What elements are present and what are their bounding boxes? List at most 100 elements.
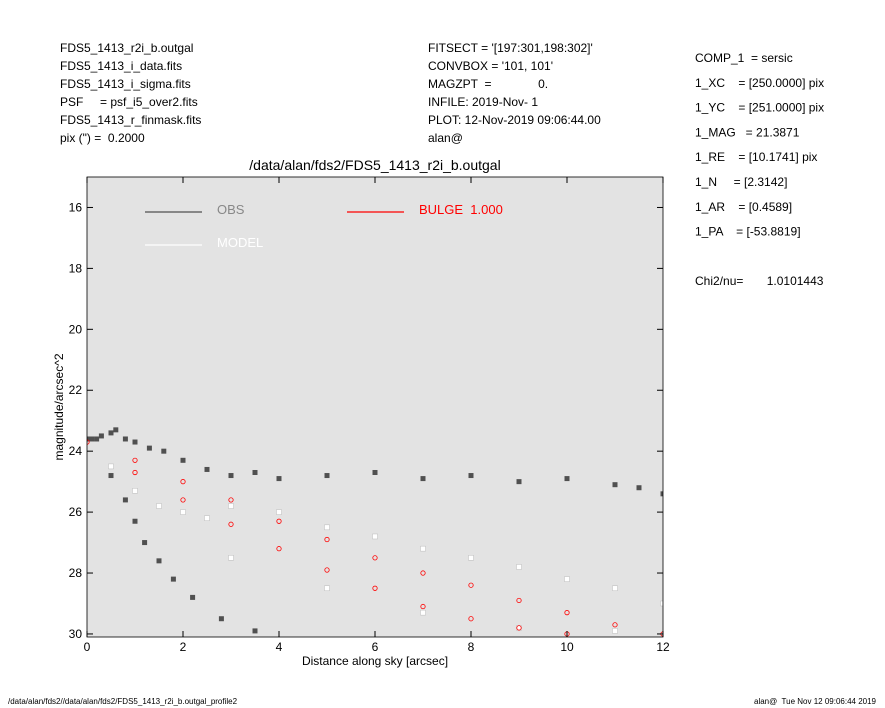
data-point xyxy=(228,473,234,479)
x-tick-label: 0 xyxy=(84,640,91,654)
data-point xyxy=(228,555,234,561)
y-tick-label: 16 xyxy=(69,200,83,214)
y-tick-label: 24 xyxy=(69,444,83,458)
data-point xyxy=(94,436,100,442)
data-point xyxy=(108,430,114,436)
data-point xyxy=(468,616,474,622)
data-point xyxy=(122,497,128,503)
data-point xyxy=(228,521,234,527)
y-tick-label: 18 xyxy=(69,261,83,275)
data-point xyxy=(516,564,522,570)
chart-title: /data/alan/fds2/FDS5_1413_r2i_b.outgal xyxy=(249,157,500,173)
data-point xyxy=(87,436,90,442)
param-line: 1_YC = [251.0000] pix xyxy=(695,101,824,115)
header-middle-line: MAGZPT = 0. xyxy=(428,77,548,91)
data-point xyxy=(180,509,186,515)
param-line: 1_RE = [10.1741] pix xyxy=(695,150,817,164)
data-point xyxy=(276,509,282,515)
header-middle-line: alan@ xyxy=(428,131,463,145)
data-point xyxy=(180,457,186,463)
plot-area xyxy=(87,177,663,637)
data-point xyxy=(142,540,148,546)
data-point xyxy=(146,445,152,451)
data-point xyxy=(132,469,138,476)
data-point xyxy=(324,473,330,479)
data-point xyxy=(276,546,282,552)
data-point xyxy=(161,448,167,454)
data-point xyxy=(516,479,522,485)
data-point xyxy=(156,503,162,509)
legend-label: BULGE 1.000 xyxy=(419,202,503,217)
data-point xyxy=(420,476,426,482)
data-point xyxy=(612,622,618,628)
data-point xyxy=(660,491,663,497)
header-left-line: pix (") = 0.2000 xyxy=(60,131,145,145)
data-point xyxy=(612,482,618,488)
data-point xyxy=(204,466,210,472)
param-line: COMP_1 = sersic xyxy=(695,51,793,65)
y-tick-label: 20 xyxy=(69,322,83,336)
param-line: 1_N = [2.3142] xyxy=(695,175,787,189)
data-point xyxy=(324,567,330,573)
data-point xyxy=(108,463,114,470)
header-middle-line: FITSECT = '[197:301,198:302]' xyxy=(428,41,593,55)
y-tick-label: 28 xyxy=(69,566,83,580)
data-point xyxy=(122,436,128,442)
header-middle-line: INFILE: 2019-Nov- 1 xyxy=(428,95,538,109)
data-point xyxy=(218,616,224,622)
data-point xyxy=(132,439,138,445)
footer-left: /data/alan/fds2//data/alan/fds2/FDS5_141… xyxy=(8,697,238,706)
x-tick-label: 10 xyxy=(560,640,574,654)
x-tick-label: 4 xyxy=(276,640,283,654)
legend-label: OBS xyxy=(217,202,245,217)
data-point xyxy=(132,457,138,463)
data-point xyxy=(468,582,474,588)
header-left-line: FDS5_1413_r_finmask.fits xyxy=(60,113,201,127)
data-point xyxy=(180,497,186,503)
y-tick-label: 22 xyxy=(69,383,83,397)
data-point xyxy=(660,600,663,607)
x-tick-label: 12 xyxy=(656,640,670,654)
data-point xyxy=(170,576,176,582)
data-point xyxy=(372,555,378,561)
data-point xyxy=(468,555,474,561)
param-line: 1_MAG = 21.3871 xyxy=(695,125,800,139)
data-point xyxy=(98,433,104,439)
data-point xyxy=(324,536,330,543)
param-line: 1_AR = [0.4589] xyxy=(695,200,792,214)
data-layer xyxy=(87,427,663,637)
data-point xyxy=(564,610,570,616)
data-point xyxy=(516,597,522,604)
data-point xyxy=(132,488,138,494)
footer-right: alan@ Tue Nov 12 09:06:44 2019 xyxy=(754,697,877,706)
data-point xyxy=(252,628,258,634)
data-point xyxy=(636,485,642,491)
header-left-line: FDS5_1413_r2i_b.outgal xyxy=(60,41,193,55)
data-point xyxy=(564,476,570,482)
data-point xyxy=(276,518,282,524)
legend-label: MODEL xyxy=(217,235,263,250)
data-point xyxy=(324,585,330,592)
data-point xyxy=(180,479,186,485)
data-point xyxy=(372,585,378,591)
y-tick-label: 30 xyxy=(69,627,83,641)
data-point xyxy=(612,585,618,592)
header-left-line: FDS5_1413_i_sigma.fits xyxy=(60,77,191,91)
header-middle-line: PLOT: 12-Nov-2019 09:06:44.00 xyxy=(428,113,601,127)
data-point xyxy=(132,518,138,524)
header-left-line: FDS5_1413_i_data.fits xyxy=(60,59,182,73)
data-point xyxy=(276,476,282,482)
data-point xyxy=(156,558,162,564)
data-point xyxy=(612,628,618,634)
data-point xyxy=(228,497,234,503)
data-point xyxy=(420,545,426,552)
chi2: Chi2/nu= 1.0101443 xyxy=(695,274,824,288)
data-point xyxy=(190,594,196,600)
header-left-line: PSF = psf_i5_over2.fits xyxy=(60,95,198,109)
y-axis-label: magnitude/arcsec^2 xyxy=(52,353,66,460)
x-tick-label: 6 xyxy=(372,640,379,654)
data-point xyxy=(108,473,114,479)
data-point xyxy=(372,469,378,475)
data-point xyxy=(564,576,570,582)
